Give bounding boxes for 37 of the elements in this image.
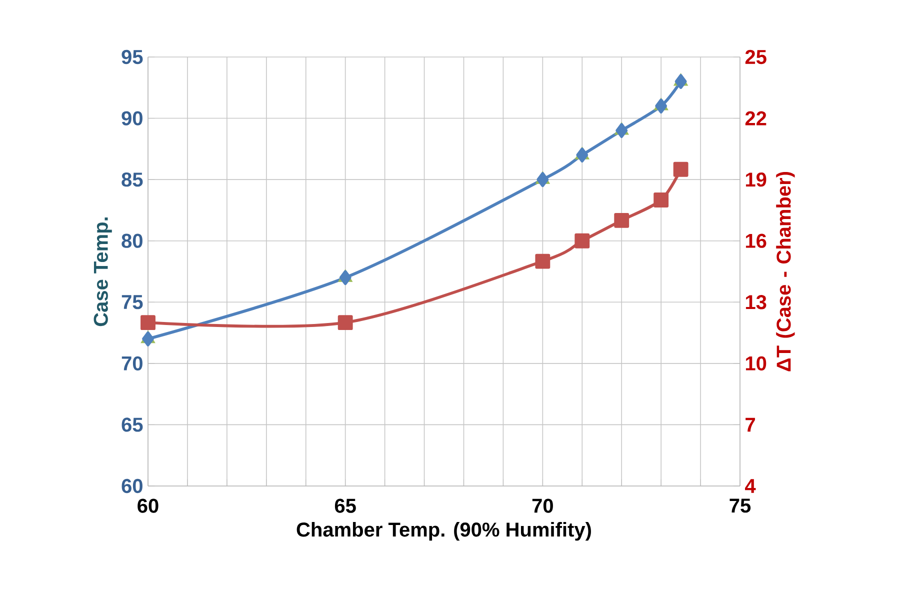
- y-tick-label: 60: [122, 478, 142, 494]
- x-tick-label: 60: [138, 498, 158, 513]
- y-tick-label: 75: [122, 295, 143, 310]
- x-tick-label: 70: [532, 498, 553, 513]
- point: [655, 98, 668, 114]
- point: [674, 74, 687, 89]
- point: [654, 192, 669, 208]
- y2-tick-label: 7: [746, 418, 755, 432]
- point: [338, 315, 353, 330]
- point: [142, 331, 154, 346]
- point: [535, 254, 550, 269]
- x-axis-title: Chamber Temp. (90% Humifity): [296, 522, 591, 541]
- point: [673, 162, 688, 177]
- point: [614, 212, 630, 228]
- y2-axis-title: ΔT (Case - Chamber): [776, 172, 795, 372]
- y2-tick-label: 13: [746, 295, 766, 310]
- y-tick-label: 85: [122, 172, 143, 187]
- y2-tick-label: 19: [746, 172, 766, 187]
- y-tick-label: 65: [122, 418, 143, 432]
- point: [339, 270, 352, 286]
- y-tick-label: 90: [122, 111, 142, 126]
- point: [140, 315, 156, 330]
- point: [616, 123, 628, 138]
- y-tick-label: 95: [122, 50, 143, 64]
- x-tick-label: 65: [334, 498, 356, 513]
- y2-tick-label: 16: [746, 234, 766, 248]
- y-tick-label: 70: [122, 356, 142, 370]
- point: [536, 172, 549, 188]
- point: [576, 148, 588, 163]
- y2-tick-label: 10: [746, 356, 766, 370]
- y2-tick-label: 25: [745, 50, 766, 64]
- y-tick-label: 80: [122, 234, 142, 248]
- y2-tick-label: 22: [745, 111, 766, 126]
- y-axis-title: Case Temp.: [94, 217, 112, 326]
- x-tick-label: 75: [730, 498, 751, 513]
- y2-tick-label: 4: [745, 479, 756, 493]
- point: [574, 233, 590, 248]
